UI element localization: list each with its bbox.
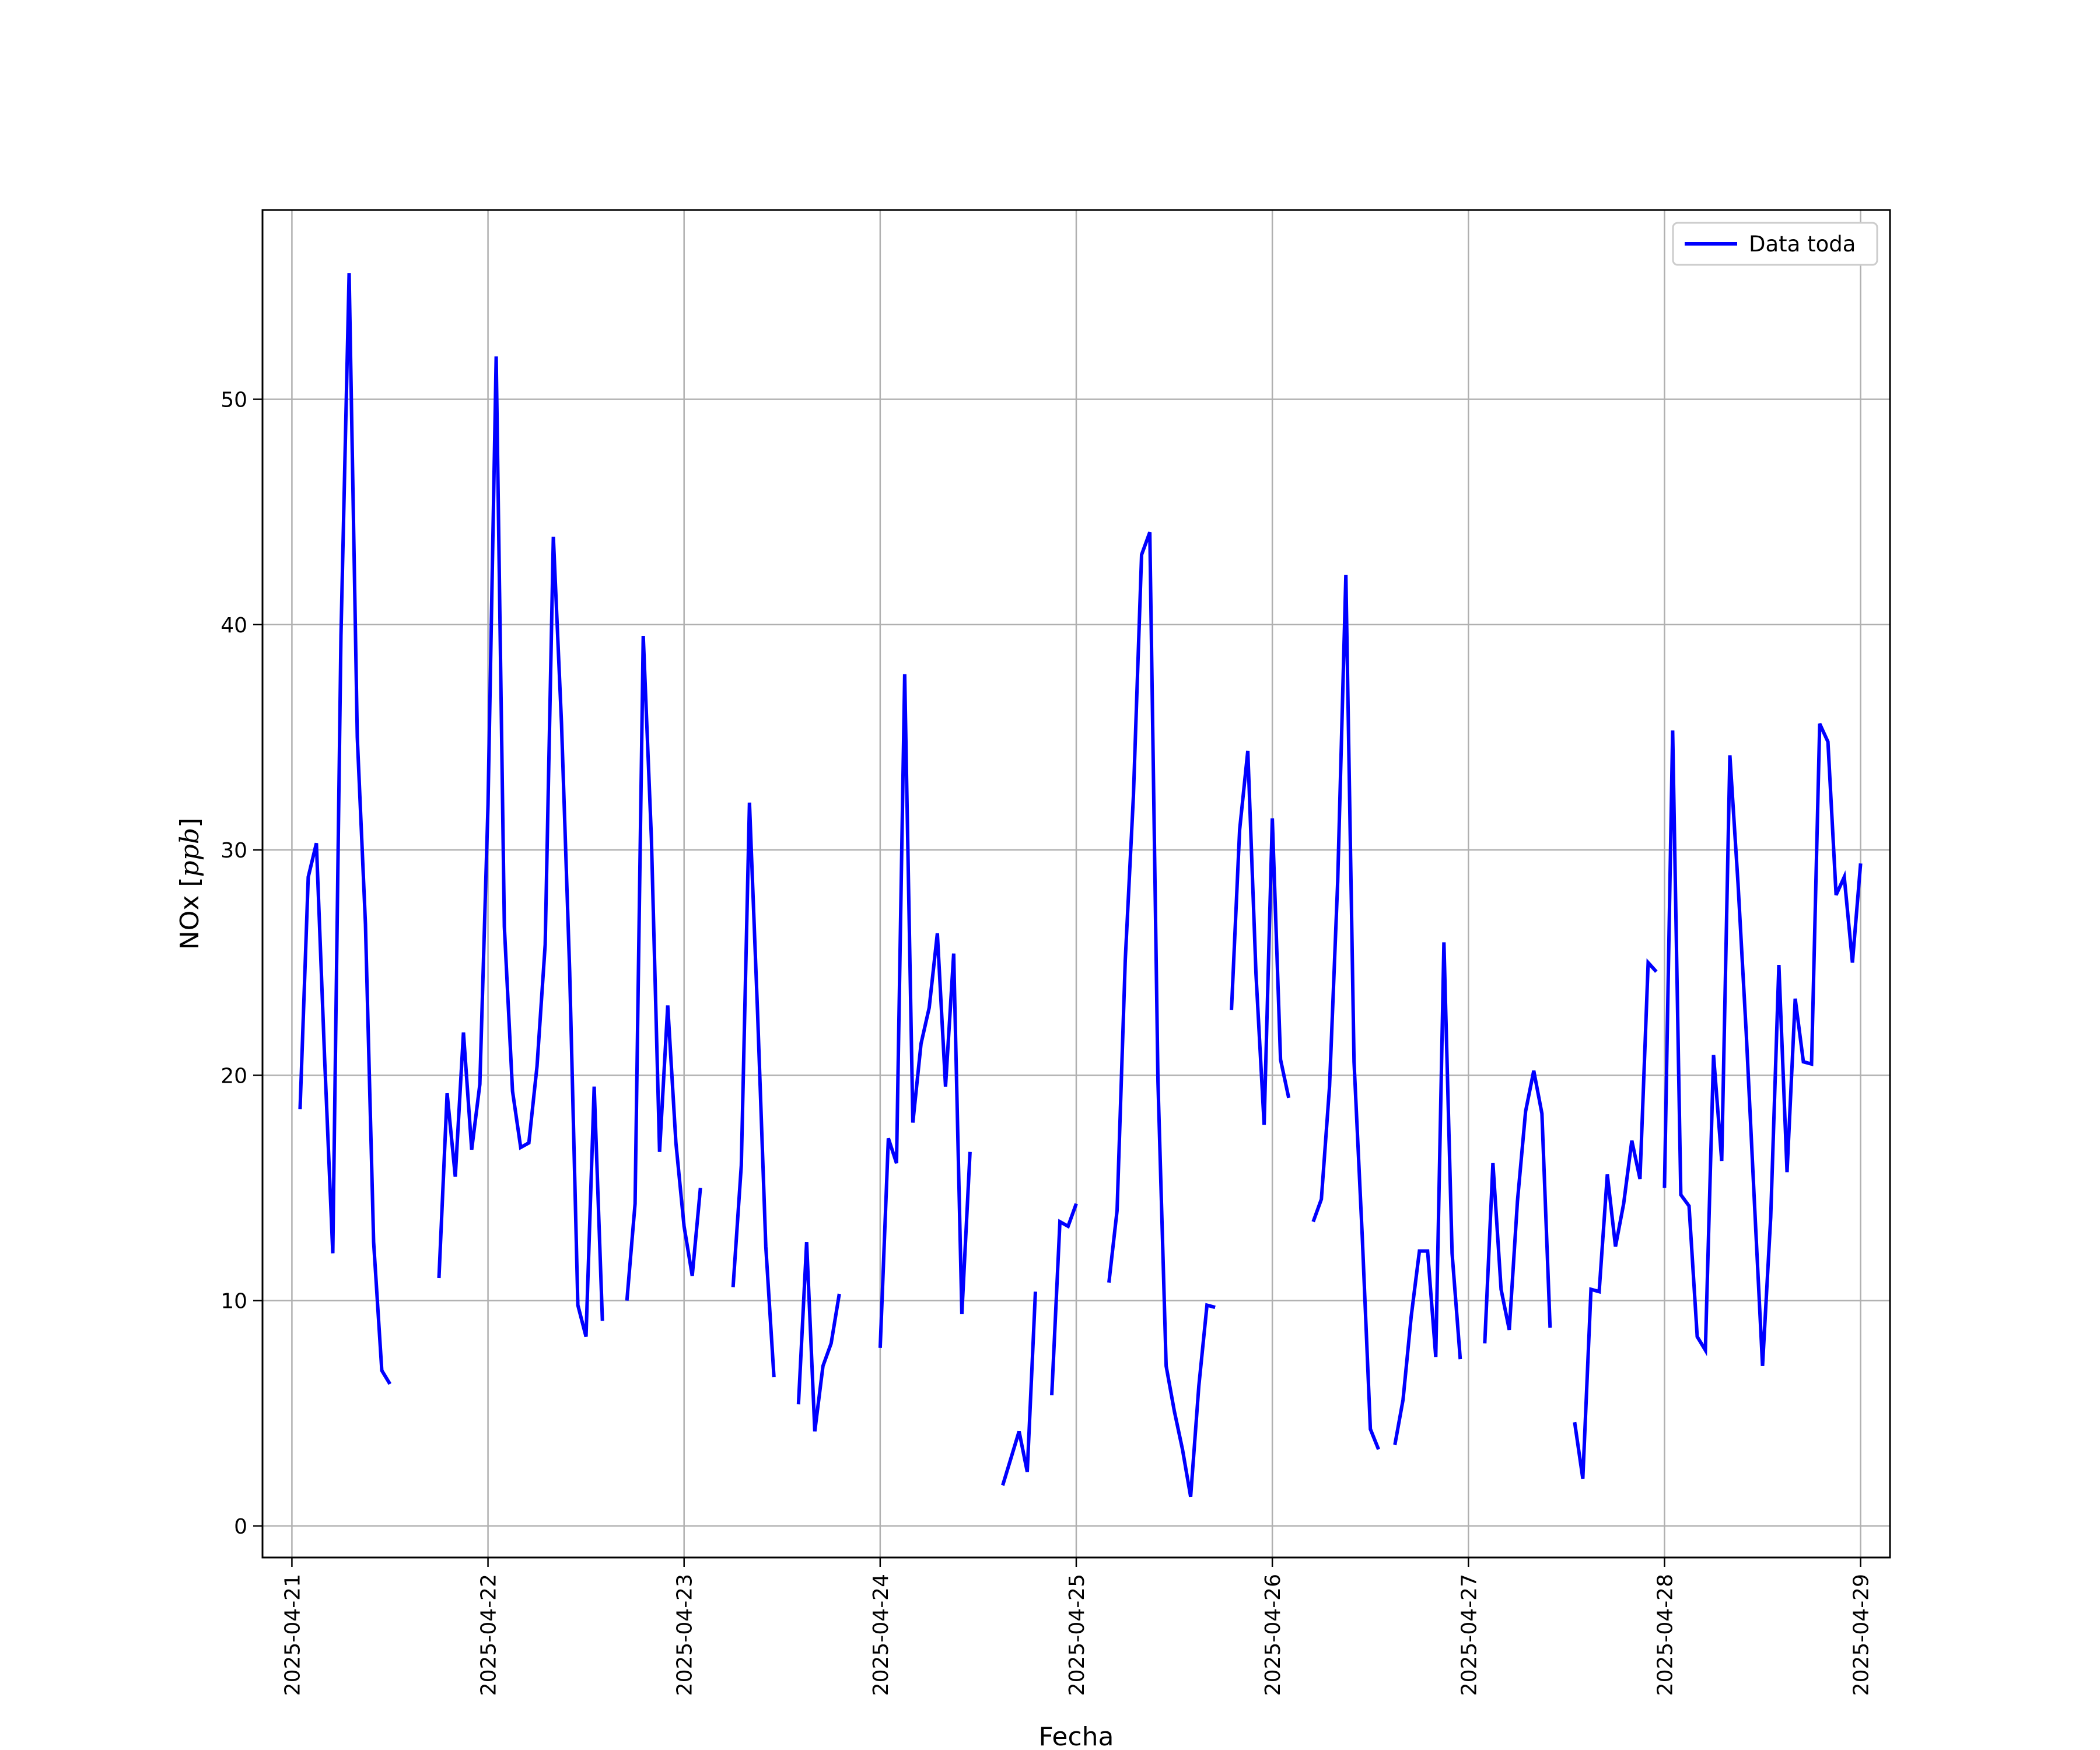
x-tick-label: 2025-04-23 [673,1574,697,1696]
series-line-segment-5 [796,1242,841,1432]
series-line-segment-6 [878,674,972,1348]
y-axis-ticks: 0 10 20 30 40 50 [220,388,262,1539]
y-tick-label: 50 [220,388,247,412]
series-line-segment-2 [437,356,604,1338]
series-line-segment-9 [1107,531,1216,1497]
y-axis-title-main: NOx [175,887,205,950]
y-tick-label: 40 [220,614,247,638]
series-line-segment-15 [1662,723,1863,1366]
x-tick-label: 2025-04-29 [1850,1574,1874,1696]
y-axis-title-bracket-close: ] [175,818,205,828]
x-tick-label: 2025-04-24 [869,1574,893,1696]
series-line-segment-1 [298,273,392,1385]
x-tick-label: 2025-04-22 [477,1574,501,1696]
series-line-segment-13 [1483,1070,1552,1344]
y-tick-label: 30 [220,839,247,863]
series-line-segment-11 [1311,575,1380,1450]
x-tick-label: 2025-04-28 [1653,1574,1677,1696]
x-tick-label: 2025-04-26 [1261,1574,1285,1696]
legend: Data toda [1672,222,1878,266]
series-line-segment-3 [625,635,702,1301]
y-axis-title-unit: ppb [175,828,205,877]
x-axis-title: Fecha [1038,1722,1114,1750]
series-line-segment-7 [1001,1292,1037,1486]
y-tick-label: 0 [234,1515,247,1539]
x-axis-ticks: 2025-04-21 2025-04-22 2025-04-23 2025-04-24… [281,1558,1874,1696]
x-tick-label: 2025-04-25 [1065,1574,1089,1696]
x-tick-label: 2025-04-27 [1457,1574,1481,1696]
y-tick-label: 20 [220,1064,247,1088]
legend-label-data-toda: Data toda [1749,232,1856,257]
y-axis-title: NOx [ppb] [175,818,205,950]
series-lines [298,273,1863,1497]
x-tick-label: 2025-04-21 [281,1574,304,1696]
y-axis-title-bracket-open: [ [175,877,205,887]
series-line-segment-14 [1573,958,1658,1479]
series-line-segment-4 [731,802,776,1378]
series-line-segment-10 [1230,750,1291,1125]
legend-box [1672,222,1878,266]
series-line-segment-12 [1393,942,1462,1446]
grid-lines [262,210,1890,1558]
series-line-segment-8 [1050,1203,1078,1396]
y-tick-label: 10 [220,1290,247,1314]
